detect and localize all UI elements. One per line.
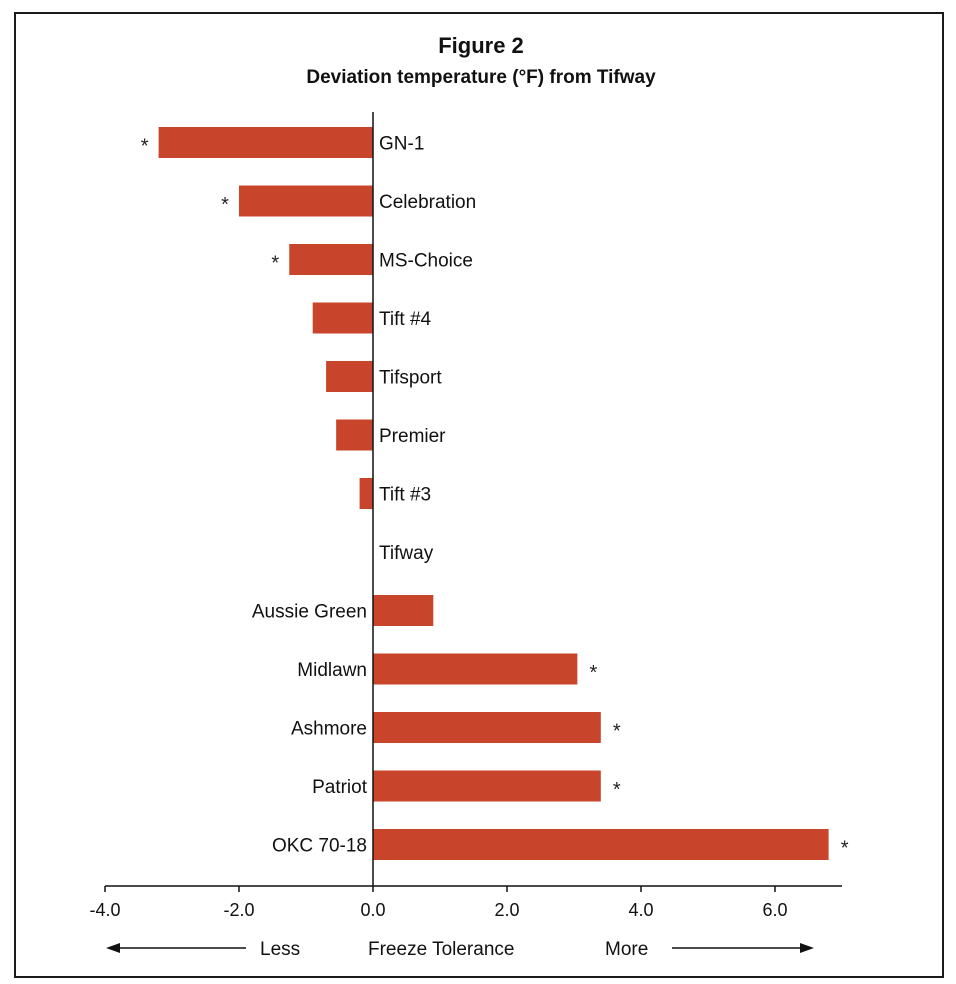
chart-title: Figure 2 (438, 33, 524, 58)
bar-gn-1 (158, 127, 373, 158)
category-label-ashmore: Ashmore (291, 719, 367, 740)
x-tick-label: 2.0 (494, 900, 519, 920)
x-tick-label: 4.0 (628, 900, 653, 920)
category-label-premier: Premier (379, 426, 446, 447)
bar-aussie-green (373, 595, 434, 626)
x-tick-label: 0.0 (360, 900, 385, 920)
bar-premier (336, 419, 373, 451)
significance-marker-okc-70-18: * (841, 838, 849, 860)
category-label-midlawn: Midlawn (297, 660, 367, 681)
category-label-ms-choice: MS-Choice (379, 251, 473, 272)
bar-midlawn (373, 653, 578, 685)
bar-okc-70-18 (373, 829, 829, 860)
significance-marker-ashmore: * (613, 721, 621, 743)
category-label-celebration: Celebration (379, 192, 476, 213)
bar-ashmore (373, 712, 601, 743)
bar-tift-4 (312, 302, 373, 334)
significance-marker-patriot: * (613, 779, 621, 801)
bar-tift-3 (359, 478, 373, 509)
significance-marker-celebration: * (221, 194, 229, 216)
less-arrow-head (106, 943, 120, 953)
category-label-okc-70-18: OKC 70-18 (272, 836, 367, 857)
x-axis-ticks: -4.0 -2.0 0.0 2.0 4.0 6.0 (89, 886, 788, 920)
more-arrow-head (800, 943, 814, 953)
bars-group (158, 127, 829, 860)
significance-markers: * * * * * * * (141, 136, 849, 860)
category-label-tift-3: Tift #3 (379, 485, 431, 506)
significance-marker-ms-choice: * (271, 253, 279, 275)
bar-celebration (239, 185, 373, 217)
bar-patriot (373, 770, 601, 802)
x-tick-label: -2.0 (223, 900, 254, 920)
less-label: Less (260, 939, 300, 960)
category-label-aussie-green: Aussie Green (252, 602, 367, 623)
more-label: More (605, 939, 648, 960)
category-label-tift-4: Tift #4 (379, 309, 432, 330)
xaxis-title: Freeze Tolerance (368, 939, 514, 960)
x-tick-label: 6.0 (762, 900, 787, 920)
bar-ms-choice (289, 244, 373, 275)
x-tick-label: -4.0 (89, 900, 120, 920)
significance-marker-midlawn: * (589, 662, 597, 684)
significance-marker-gn-1: * (141, 136, 149, 158)
chart-subtitle: Deviation temperature (°F) from Tifway (306, 67, 656, 88)
category-label-tifway: Tifway (379, 543, 434, 564)
category-label-gn-1: GN-1 (379, 134, 424, 155)
category-label-patriot: Patriot (312, 777, 368, 798)
freeze-tolerance-legend: Less Freeze Tolerance More (106, 939, 814, 960)
category-label-tifsport: Tifsport (379, 368, 442, 389)
category-labels: GN-1 Celebration MS-Choice Tift #4 Tifsport P… (252, 134, 476, 857)
figure-frame: Figure 2 Deviation temperature (°F) from… (14, 12, 944, 978)
bar-chart: Figure 2 Deviation temperature (°F) from… (89, 33, 849, 960)
bar-tifsport (326, 361, 373, 392)
